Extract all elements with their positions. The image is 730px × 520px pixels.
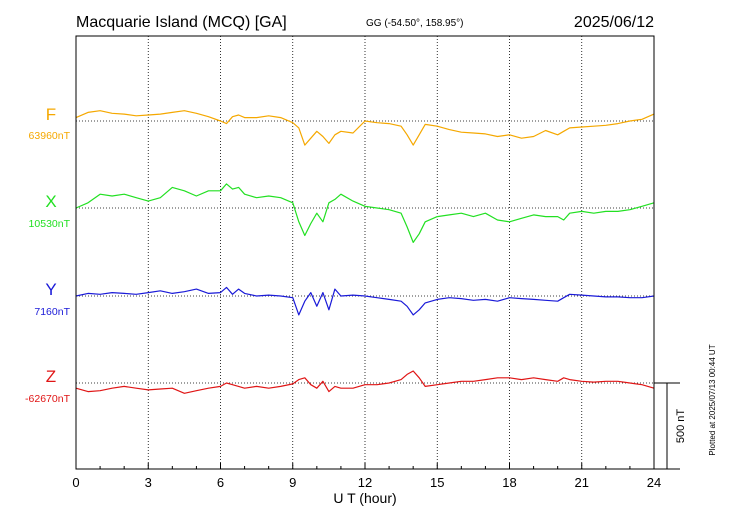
baseline-value-f: 63960nT <box>29 130 71 142</box>
series-line-z <box>75 370 655 394</box>
baseline-value-z: -62670nT <box>25 393 71 405</box>
series-lines <box>75 110 655 394</box>
x-tick-label: 9 <box>289 475 296 490</box>
x-tick-label: 21 <box>575 475 589 490</box>
x-axis-ticks: 0 3 6 9 12 15 18 21 24 <box>72 463 661 490</box>
series-line-y <box>75 286 655 316</box>
x-tick-label: 3 <box>145 475 152 490</box>
grid <box>147 36 583 469</box>
date-label: 2025/06/12 <box>574 14 654 31</box>
baseline-value-x: 10530nT <box>29 218 71 230</box>
x-tick-label: 0 <box>72 475 79 490</box>
plotted-timestamp: Plotted at 2025/07/13 00:44 UT <box>708 344 717 455</box>
scale-bar <box>654 382 680 470</box>
x-axis-label: U T (hour) <box>333 490 396 506</box>
x-tick-label: 12 <box>358 475 372 490</box>
series-name-y: Y <box>45 280 56 299</box>
series-name-f: F <box>46 105 56 124</box>
series-line-f <box>75 110 655 146</box>
series-labels: F 63960nT X 10530nT Y 7160nT Z -62670nT <box>25 105 71 405</box>
scale-bar-label: 500 nT <box>675 409 687 444</box>
x-tick-label: 15 <box>430 475 444 490</box>
series-name-x: X <box>45 192 56 211</box>
series-name-z: Z <box>46 367 56 386</box>
station-title: Macquarie Island (MCQ) [GA] <box>76 14 287 31</box>
x-tick-label: 18 <box>502 475 516 490</box>
x-tick-label: 24 <box>647 475 661 490</box>
baseline-value-y: 7160nT <box>34 306 70 318</box>
coordinates-label: GG (-54.50°, 158.95°) <box>366 18 464 29</box>
x-tick-label: 6 <box>217 475 224 490</box>
series-line-x <box>75 183 655 243</box>
